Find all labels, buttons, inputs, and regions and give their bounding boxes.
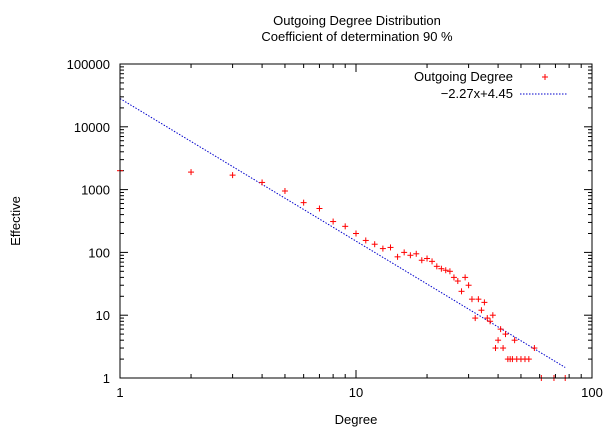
data-point — [188, 169, 195, 176]
data-point — [259, 179, 266, 186]
data-point — [300, 199, 307, 206]
legend-marker-plus — [542, 74, 548, 80]
y-tick-label: 1000 — [81, 183, 110, 198]
data-point — [316, 205, 323, 212]
data-point — [500, 345, 507, 352]
data-point — [371, 241, 378, 248]
data-point — [353, 230, 359, 237]
data-point — [525, 356, 532, 363]
data-point — [229, 172, 236, 179]
data-point — [446, 268, 453, 275]
chart-subtitle: Coefficient of determination 90 % — [261, 29, 453, 44]
data-point — [429, 258, 436, 265]
legend-label-fit: −2.27x+4.45 — [441, 86, 513, 101]
y-tick-label: 10000 — [74, 120, 110, 135]
fit-line-layer — [119, 98, 566, 368]
data-point — [502, 331, 509, 338]
data-point — [401, 249, 408, 256]
x-tick-label: 1 — [116, 385, 123, 400]
y-tick-label: 1 — [103, 371, 110, 386]
y-tick-label: 100000 — [67, 57, 110, 72]
plot-frame — [119, 63, 593, 379]
data-point — [495, 337, 502, 344]
tick-labels: 1 10 100 1 10 100 1000 10000 100000 — [67, 57, 603, 400]
data-point — [387, 244, 394, 251]
y-tick-label: 10 — [96, 308, 110, 323]
data-point — [413, 250, 420, 257]
data-point — [458, 288, 465, 295]
chart-title: Outgoing Degree Distribution — [273, 13, 441, 28]
x-tick-label: 10 — [349, 385, 363, 400]
data-point — [481, 299, 488, 306]
data-point — [472, 315, 479, 322]
data-point — [450, 274, 457, 281]
data-point — [394, 253, 401, 260]
y-tick-label: 100 — [88, 245, 110, 260]
legend-label-outgoing-degree: Outgoing Degree — [414, 69, 513, 84]
data-point — [468, 296, 475, 303]
data-point — [497, 326, 504, 333]
data-point — [484, 315, 491, 322]
data-point — [342, 223, 349, 230]
data-point — [462, 274, 469, 281]
data-point — [379, 245, 386, 252]
data-point — [478, 307, 485, 314]
data-point — [442, 267, 449, 274]
data-point — [424, 255, 431, 262]
x-tick-label: 100 — [581, 385, 603, 400]
data-point — [330, 218, 337, 225]
data-point — [465, 282, 472, 289]
axis-ticks — [119, 63, 593, 379]
data-point — [281, 187, 288, 194]
data-point — [492, 345, 499, 352]
data-point — [418, 257, 425, 264]
data-point — [438, 265, 445, 272]
data-point — [407, 252, 414, 259]
data-point — [433, 263, 440, 270]
data-point — [531, 345, 538, 352]
y-axis-label: Effective — [8, 196, 23, 246]
data-point — [362, 237, 369, 244]
x-axis-label: Degree — [335, 412, 378, 427]
data-points-layer — [117, 167, 569, 381]
data-point — [454, 278, 461, 285]
data-point — [475, 296, 482, 303]
data-point — [489, 312, 496, 319]
data-point — [511, 337, 518, 344]
legend: Outgoing Degree −2.27x+4.45 — [414, 69, 568, 101]
fit-line — [119, 98, 566, 368]
data-point — [487, 318, 494, 325]
